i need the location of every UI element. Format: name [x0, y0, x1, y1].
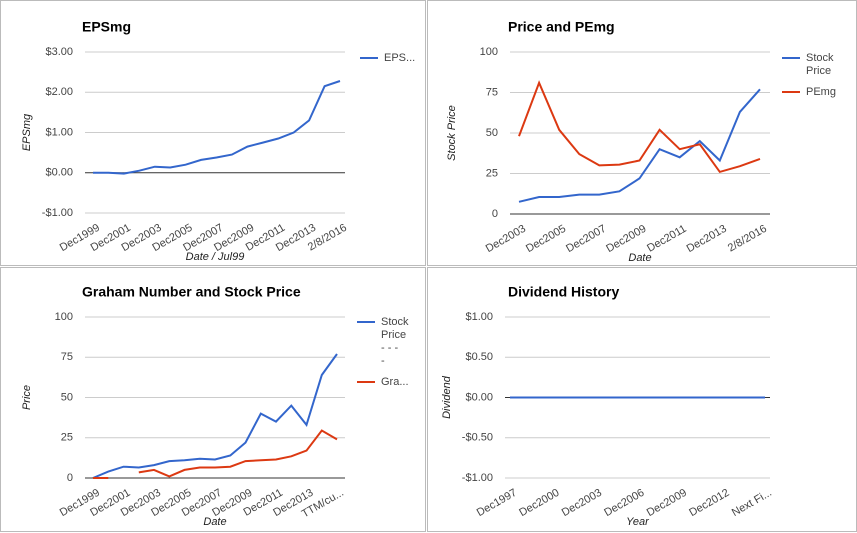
legend-label: Stock Price - - -- [381, 316, 409, 367]
y-tick-label: 25 [486, 167, 498, 179]
y-tick-label: 100 [55, 311, 73, 323]
series-line [518, 80, 761, 174]
y-tick-label: -$1.00 [42, 207, 73, 219]
x-tick-label: Dec2011 [645, 223, 688, 255]
x-tick-label: Dec2003 [560, 487, 604, 519]
y-tick-label: -$1.00 [462, 472, 493, 484]
x-axis-label: Date [628, 252, 651, 264]
x-axis-label: Year [626, 516, 650, 528]
panel [0, 267, 426, 532]
x-tick-label: Dec2006 [602, 487, 646, 519]
x-tick-label: Dec2003 [484, 223, 528, 255]
chart-title: Price and PEmg [508, 19, 615, 35]
y-tick-label: $0.00 [465, 391, 493, 403]
x-tick-label: Dec2013 [685, 223, 729, 255]
x-axis-label: Date [203, 516, 226, 528]
chart-title: EPSmg [82, 19, 131, 35]
x-tick-label: Dec2009 [645, 487, 689, 519]
x-tick-label: Dec2012 [687, 487, 731, 519]
chart-title: Graham Number and Stock Price [82, 284, 301, 300]
y-tick-label: $1.00 [465, 311, 493, 323]
x-tick-label: Dec2007 [564, 223, 608, 255]
series-line [518, 88, 761, 203]
y-axis-label: Dividend [441, 375, 453, 419]
y-tick-label: $1.00 [45, 126, 73, 138]
y-tick-label: 0 [67, 472, 73, 484]
x-tick-label: 2/8/2016 [726, 223, 769, 255]
legend-label: Gra... [381, 376, 409, 388]
legend-label: EPS... [384, 52, 415, 64]
x-tick-label: Dec2009 [604, 223, 648, 255]
legend-label: Stock Price [806, 52, 834, 77]
y-tick-label: 100 [480, 46, 498, 58]
series-line [93, 429, 338, 479]
x-axis-label: Date / Jul99 [186, 251, 245, 263]
x-tick-label: Next Fi... [730, 487, 774, 519]
y-tick-label: $3.00 [45, 46, 73, 58]
y-axis-label: Price [21, 385, 33, 410]
y-tick-label: $0.50 [465, 351, 493, 363]
y-tick-label: 25 [61, 432, 73, 444]
y-tick-label: 0 [492, 208, 498, 220]
x-tick-label: Dec1997 [475, 487, 519, 519]
y-tick-label: $0.00 [45, 167, 73, 179]
panel [0, 0, 426, 266]
y-axis-label: Stock Price [446, 105, 458, 161]
y-tick-label: 75 [61, 351, 73, 363]
chart-title: Dividend History [508, 284, 619, 300]
x-tick-label: Dec2000 [517, 487, 561, 519]
y-tick-label: 50 [486, 127, 498, 139]
y-tick-label: 75 [486, 86, 498, 98]
y-axis-label: EPSmg [21, 113, 33, 151]
y-tick-label: $2.00 [45, 86, 73, 98]
y-tick-label: -$0.50 [462, 432, 493, 444]
x-tick-label: Dec2005 [524, 223, 568, 255]
y-tick-label: 50 [61, 391, 73, 403]
series-line [92, 353, 338, 479]
legend-label: PEmg [806, 86, 836, 98]
series-line [93, 80, 341, 175]
